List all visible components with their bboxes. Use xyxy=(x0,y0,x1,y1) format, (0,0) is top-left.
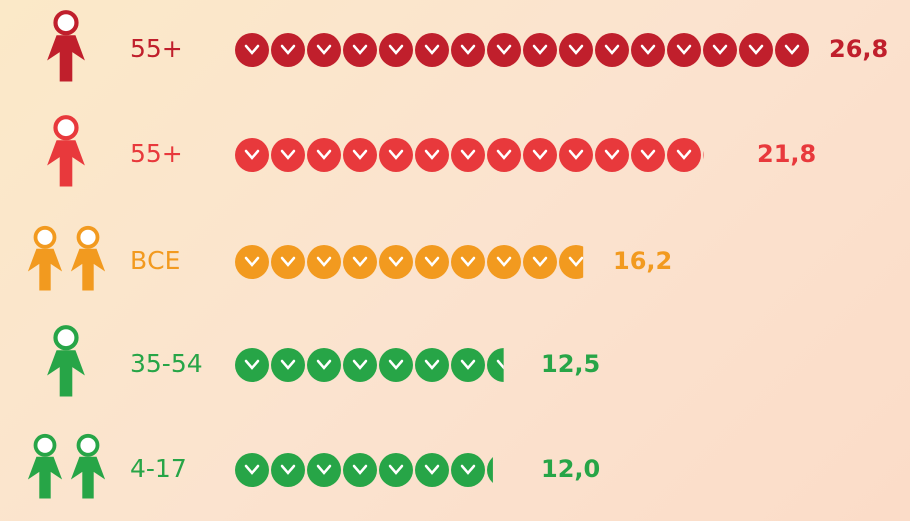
clock xyxy=(703,138,737,172)
clock xyxy=(235,138,269,172)
row-icon xyxy=(28,436,105,499)
clock-hands xyxy=(714,151,726,158)
clock xyxy=(451,348,485,382)
clock xyxy=(667,138,701,172)
clock xyxy=(235,348,269,382)
clock xyxy=(451,138,485,172)
clock xyxy=(271,33,305,67)
category-label: 55+ xyxy=(130,34,183,63)
icon-head xyxy=(56,12,77,33)
icon-body xyxy=(47,140,85,186)
value-label: 26,8 xyxy=(829,35,888,63)
clock xyxy=(343,453,377,487)
clock xyxy=(415,245,449,279)
clock-row xyxy=(235,138,737,172)
clock xyxy=(271,138,305,172)
value-label: 16,2 xyxy=(613,247,672,275)
clock xyxy=(559,33,593,67)
clock xyxy=(451,245,485,279)
clock xyxy=(415,453,449,487)
icon-body xyxy=(47,35,85,81)
clock xyxy=(775,33,809,67)
icon-head xyxy=(79,228,98,247)
clock xyxy=(235,453,269,487)
icon-head xyxy=(36,228,55,247)
clock xyxy=(487,348,521,382)
clock xyxy=(379,453,413,487)
clock-row xyxy=(235,33,809,67)
category-label: 35-54 xyxy=(130,349,203,378)
clock xyxy=(307,348,341,382)
icon-head xyxy=(56,117,77,138)
clock xyxy=(523,245,557,279)
category-label: 55+ xyxy=(130,139,183,168)
clock xyxy=(271,348,305,382)
clock xyxy=(487,245,521,279)
clock xyxy=(523,33,557,67)
clock-row xyxy=(235,245,593,279)
clock xyxy=(631,138,665,172)
icon-body xyxy=(28,249,62,291)
clock xyxy=(307,33,341,67)
clock xyxy=(559,138,593,172)
clock xyxy=(451,33,485,67)
clock xyxy=(415,138,449,172)
clock xyxy=(559,245,593,279)
clock xyxy=(415,348,449,382)
value-label: 21,8 xyxy=(757,140,816,168)
clock xyxy=(271,453,305,487)
icon-head xyxy=(79,436,98,455)
clock xyxy=(739,33,773,67)
clock xyxy=(487,138,521,172)
category-label: ВСЕ xyxy=(130,246,180,275)
clock xyxy=(343,245,377,279)
clock xyxy=(379,33,413,67)
clock xyxy=(667,33,701,67)
icon-body xyxy=(71,457,105,499)
clock xyxy=(307,138,341,172)
clock xyxy=(307,245,341,279)
row-icon xyxy=(28,228,105,291)
clock xyxy=(631,33,665,67)
clock xyxy=(271,245,305,279)
clock xyxy=(343,33,377,67)
clock xyxy=(703,33,737,67)
clock xyxy=(235,245,269,279)
clock-row xyxy=(235,453,521,487)
clock xyxy=(379,348,413,382)
clock xyxy=(595,138,629,172)
clock xyxy=(595,33,629,67)
clock xyxy=(523,138,557,172)
chart: 55+ 26,8 55+ 21,8 ВСЕ 16,2 35-54 12,5 4-17 12,0 xyxy=(0,0,910,521)
clock-hands xyxy=(498,466,510,473)
clock xyxy=(487,33,521,67)
row-icon xyxy=(47,117,85,186)
clock xyxy=(379,245,413,279)
icon-body xyxy=(71,249,105,291)
row-icon xyxy=(47,12,85,81)
category-label: 4-17 xyxy=(130,454,187,483)
icon-head xyxy=(56,327,77,348)
icon-head xyxy=(36,436,55,455)
clock xyxy=(343,138,377,172)
clock xyxy=(487,453,521,487)
clock-row xyxy=(235,348,521,382)
icon-body xyxy=(28,457,62,499)
row-icon xyxy=(47,327,85,396)
clock xyxy=(235,33,269,67)
icon-body xyxy=(47,350,85,396)
clock xyxy=(451,453,485,487)
clock xyxy=(415,33,449,67)
value-label: 12,5 xyxy=(541,350,600,378)
clock xyxy=(379,138,413,172)
value-label: 12,0 xyxy=(541,455,600,483)
clock xyxy=(343,348,377,382)
clock xyxy=(307,453,341,487)
